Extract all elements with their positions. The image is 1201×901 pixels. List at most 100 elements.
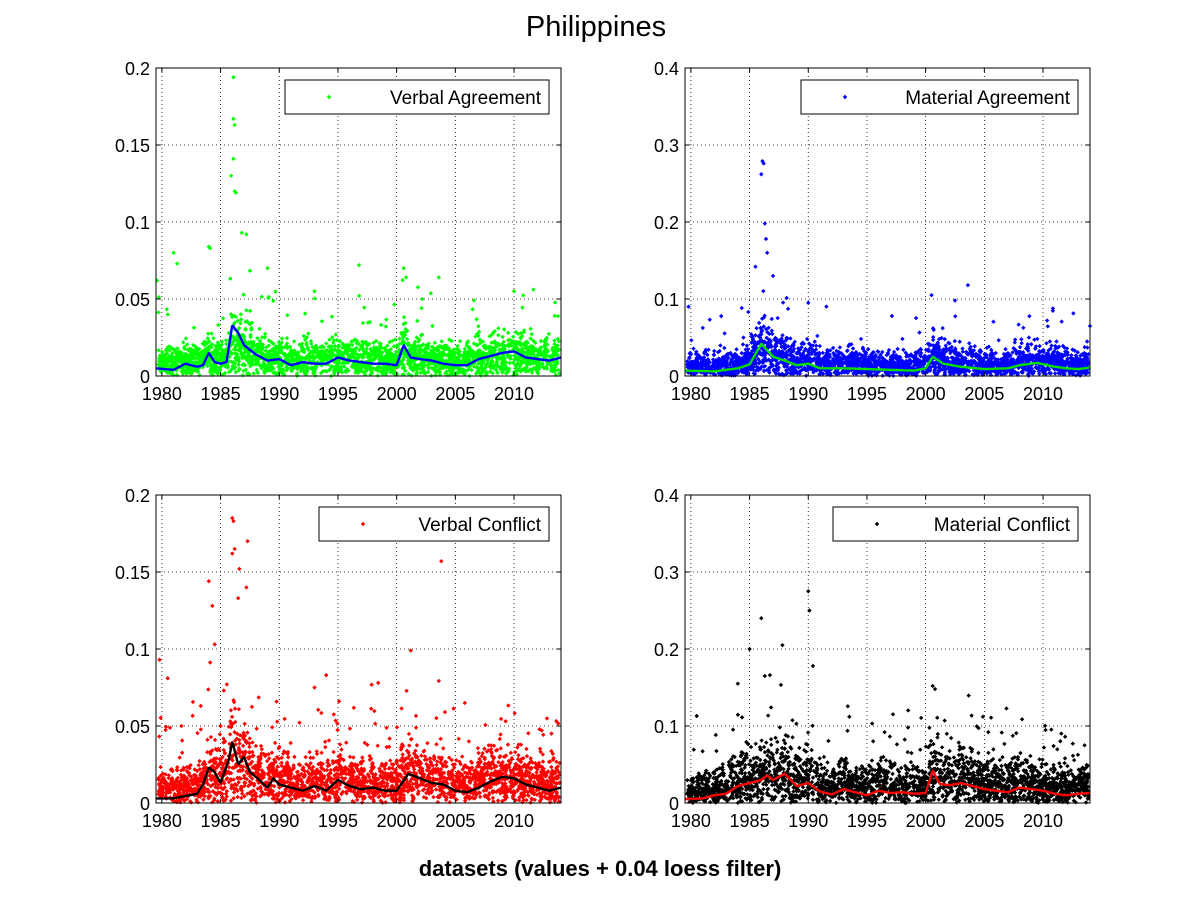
data-point (262, 331, 268, 337)
data-point (159, 349, 165, 354)
data-point (341, 342, 346, 347)
data-point (496, 326, 501, 331)
data-point (238, 317, 244, 322)
y-tick-label: 0.1 (125, 213, 150, 233)
data-point (556, 367, 561, 373)
data-point (545, 361, 550, 366)
data-point (524, 365, 529, 370)
data-point (521, 356, 527, 361)
data-point (362, 305, 367, 310)
plot-area (156, 68, 561, 376)
data-point (285, 313, 290, 318)
chart-panel-1: 1980 1985 1990 1995 2000 2005 201000.050.10.15… (115, 59, 562, 404)
data-point (246, 340, 252, 345)
data-point (533, 367, 538, 372)
data-point (505, 330, 511, 336)
y-tick-label: 0 (140, 367, 150, 387)
data-point (518, 335, 523, 340)
data-point (520, 305, 525, 310)
data-point (255, 335, 260, 341)
data-point (555, 343, 560, 348)
data-point (531, 338, 536, 343)
data-point (327, 367, 333, 372)
data-point (552, 338, 557, 343)
data-point (528, 336, 533, 341)
data-point (273, 289, 278, 294)
data-point (457, 339, 463, 344)
data-point (552, 300, 558, 305)
data-point (183, 336, 189, 341)
data-point (228, 276, 233, 281)
x-tick-label: 1995 (318, 384, 358, 404)
data-point (223, 338, 229, 343)
data-point (349, 342, 355, 348)
y-tick-label: 0.2 (125, 59, 150, 79)
data-point (415, 318, 420, 324)
data-point (528, 326, 533, 331)
data-point (356, 341, 362, 347)
data-point (287, 344, 293, 349)
x-tick-label: 2000 (377, 384, 417, 404)
data-point (220, 316, 226, 321)
data-point (444, 343, 449, 348)
data-point (470, 307, 475, 312)
y-tick-label: 0.15 (115, 136, 150, 156)
data-point (172, 348, 178, 354)
data-point (395, 344, 400, 350)
data-point (515, 361, 521, 366)
data-point (555, 353, 561, 358)
data-point (271, 298, 276, 303)
data-point (535, 352, 540, 358)
data-point (401, 315, 407, 320)
figure-xlabel: datasets (values + 0.04 loess filter) (419, 856, 782, 881)
chart-panel-2: 1980 1985 1990 1995 2000 2005 201000.10.20.30.… (654, 59, 1093, 404)
y-tick-label: 0.05 (115, 290, 150, 310)
data-point (216, 322, 221, 328)
data-point (521, 366, 526, 371)
data-point (420, 296, 425, 302)
x-tick-label: 2010 (494, 384, 534, 404)
data-point (259, 294, 265, 299)
data-point (284, 335, 290, 341)
data-point (327, 337, 332, 342)
data-point (418, 370, 423, 376)
data-point (294, 371, 300, 376)
data-point (419, 305, 424, 311)
data-point (284, 343, 289, 348)
data-point (329, 314, 335, 319)
x-tick-label: 1980 (142, 384, 182, 404)
data-point (530, 349, 535, 355)
data-point (234, 357, 239, 363)
chart-panels: 1980 1985 1990 1995 2000 2005 201000.050.10.15… (115, 59, 1093, 831)
data-point (251, 371, 256, 376)
data-point (165, 312, 171, 317)
data-point (455, 343, 460, 349)
data-point (383, 324, 389, 329)
x-tick-label: 2005 (435, 384, 475, 404)
data-point (392, 302, 397, 307)
data-point (266, 294, 271, 300)
data-point (306, 331, 311, 336)
data-point (191, 325, 197, 330)
data-point (430, 323, 435, 329)
data-point (211, 335, 216, 341)
data-point (397, 336, 402, 341)
data-point (465, 339, 471, 344)
data-point (538, 349, 543, 355)
x-tick-label: 1990 (259, 384, 299, 404)
legend-label: Verbal Agreement (390, 88, 542, 109)
data-point (523, 368, 529, 373)
data-point (170, 351, 175, 356)
data-point (156, 310, 161, 315)
data-point (231, 360, 236, 365)
figure-title: Philippines (526, 11, 666, 43)
data-point (257, 326, 262, 332)
data-point (511, 334, 516, 339)
data-point (238, 321, 243, 326)
data-point (385, 343, 390, 348)
data-point (309, 341, 314, 347)
data-point (428, 291, 434, 296)
data-point (330, 334, 335, 340)
data-point (500, 334, 505, 340)
data-point (552, 341, 557, 347)
